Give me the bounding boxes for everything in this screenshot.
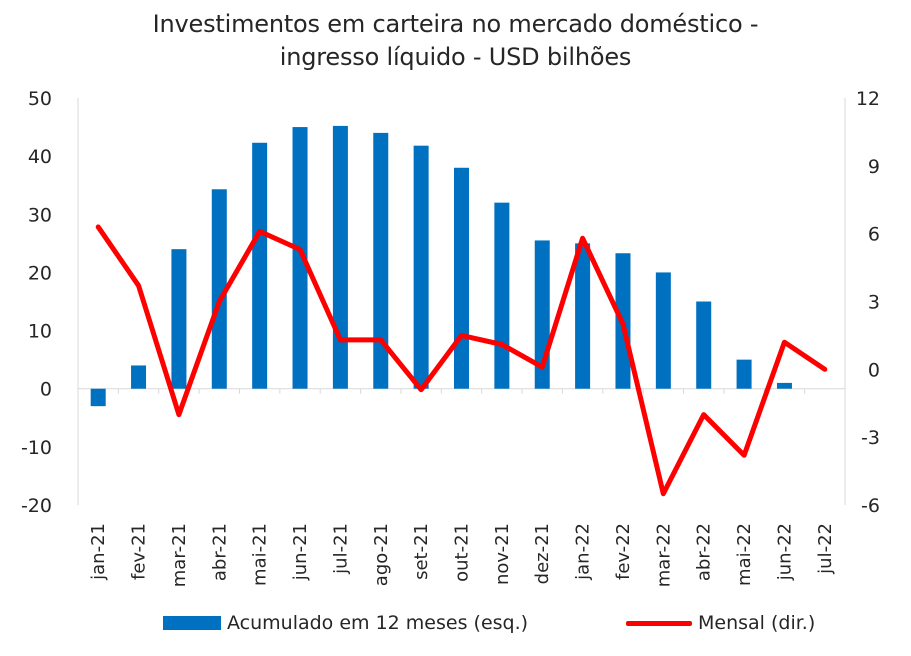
- legend-item-bars: Acumulado em 12 meses (esq.): [163, 612, 528, 634]
- category-label: abr-21: [209, 523, 230, 581]
- bar: [413, 145, 429, 389]
- left-axis-tick-label: -10: [21, 437, 52, 459]
- category-label: mar-21: [169, 523, 190, 587]
- legend-label-bars: Acumulado em 12 meses (esq.): [227, 612, 529, 634]
- legend: Acumulado em 12 meses (esq.) Mensal (dir…: [0, 612, 911, 648]
- left-axis-tick-label: 0: [40, 379, 52, 401]
- left-axis-tick-label: 40: [28, 146, 52, 168]
- chart-title: Investimentos em carteira no mercado dom…: [0, 8, 911, 74]
- left-axis-tick-label: 10: [28, 321, 52, 343]
- right-axis-tick-label: 9: [868, 156, 880, 178]
- category-label: fev-22: [613, 523, 634, 580]
- bar: [90, 388, 106, 407]
- category-label: jun-21: [290, 523, 311, 581]
- left-axis-tick-label: -20: [21, 495, 52, 517]
- legend-label-line: Mensal (dir.): [698, 612, 816, 634]
- bar: [171, 249, 187, 389]
- category-label: jan-21: [88, 523, 109, 581]
- category-label: nov-21: [492, 523, 513, 585]
- category-label: ago-21: [371, 523, 392, 586]
- right-axis-tick-label: 0: [868, 359, 880, 381]
- left-axis-tick-label: 50: [28, 88, 52, 110]
- right-axis-tick-label: 3: [868, 292, 880, 314]
- category-label: mai-22: [734, 523, 755, 586]
- right-axis-tick-label: 6: [868, 224, 880, 246]
- legend-line-swatch: [626, 620, 692, 626]
- left-axis-tick-label: 20: [28, 262, 52, 284]
- bar: [575, 243, 591, 389]
- category-label: jul-22: [815, 523, 836, 575]
- bar: [211, 189, 227, 389]
- right-axis-tick-label: 12: [856, 88, 880, 110]
- category-label: abr-22: [694, 523, 715, 581]
- category-label: mar-22: [653, 523, 674, 587]
- category-label: out-21: [452, 523, 473, 582]
- category-label: jun-22: [774, 523, 795, 581]
- bar: [655, 272, 671, 389]
- bar: [736, 359, 752, 389]
- right-axis-tick-label: -6: [861, 495, 880, 517]
- category-label: mai-21: [250, 523, 271, 586]
- bar: [494, 202, 510, 389]
- bar: [131, 365, 147, 389]
- category-label: fev-21: [129, 523, 150, 580]
- category-label: jul-21: [330, 523, 351, 575]
- chart-title-line-1: Investimentos em carteira no mercado dom…: [152, 10, 759, 38]
- category-label: dez-21: [532, 523, 553, 584]
- bar: [776, 382, 792, 389]
- bar: [292, 127, 308, 389]
- bar: [373, 132, 389, 389]
- chart-title-line-2: ingresso líquido - USD bilhões: [279, 43, 632, 71]
- bar: [332, 125, 348, 389]
- bar: [454, 167, 469, 389]
- bar: [696, 301, 712, 389]
- left-axis-tick-label: 30: [28, 204, 52, 226]
- category-label: set-21: [411, 523, 432, 580]
- bar: [252, 142, 268, 389]
- legend-item-line: Mensal (dir.): [626, 612, 815, 634]
- category-label: jan-22: [573, 523, 594, 581]
- right-axis-tick-label: -3: [861, 427, 880, 449]
- legend-bar-swatch: [163, 616, 221, 630]
